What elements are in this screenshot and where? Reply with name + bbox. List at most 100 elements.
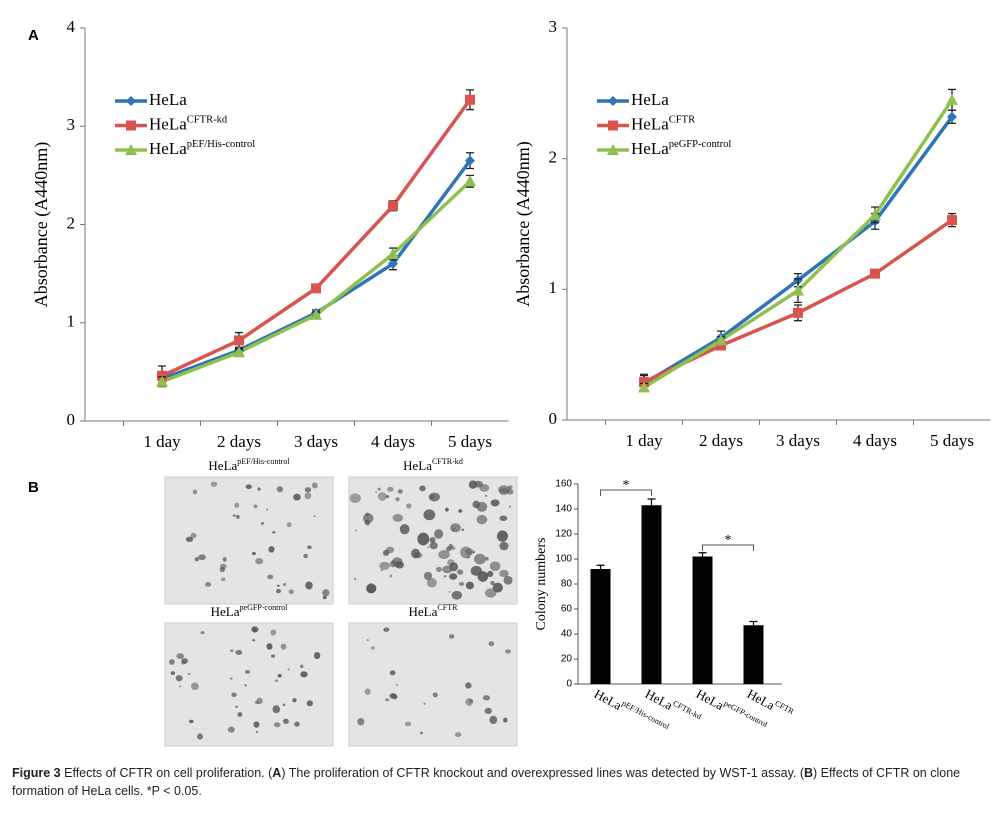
colony: [420, 731, 423, 735]
colony: [454, 732, 462, 738]
colony: [429, 541, 438, 550]
marker: [234, 335, 244, 346]
colony: [477, 571, 489, 582]
colony: [169, 659, 175, 665]
error-bar: [596, 564, 605, 569]
colony: [313, 652, 321, 659]
marker: [310, 308, 322, 320]
colony: [229, 677, 233, 680]
marker: [233, 346, 245, 358]
colony: [389, 560, 397, 568]
image-label: HeLaCFTR: [408, 603, 458, 619]
colony: [287, 668, 290, 671]
colony: [370, 646, 375, 650]
colony: [307, 545, 312, 550]
colony: [404, 721, 412, 727]
legend-label: HeLapeGFP-control: [631, 139, 731, 158]
colony: [382, 549, 390, 556]
x-tick-label: 4 days: [853, 431, 897, 450]
marker: [387, 247, 399, 259]
x-tick-label: 1 day: [143, 432, 181, 451]
marker: [793, 307, 803, 318]
panel-label: A: [28, 27, 39, 44]
colony: [229, 649, 234, 653]
image-label-base: HeLa: [408, 604, 437, 619]
colony: [349, 493, 361, 503]
x-tick-label-base: HeLa: [745, 686, 778, 713]
legend-label-sup: pEF/His-control: [187, 139, 256, 150]
figure: A B 0 1 2 3 4 1 day 2 days 3 days 4 days 5 days Ab…: [28, 17, 991, 747]
caption-text: B: [804, 766, 814, 780]
colony: [375, 491, 378, 494]
colony: [451, 546, 456, 551]
marker: [716, 340, 726, 351]
image-label-base: HeLa: [211, 604, 240, 619]
colony: [237, 712, 243, 717]
y-tick-label: 60: [561, 604, 573, 615]
significance-label: *: [725, 533, 732, 548]
marker: [465, 94, 475, 105]
colony: [270, 629, 277, 636]
x-tick-label: 5 days: [930, 431, 974, 450]
colony: [443, 575, 447, 578]
colony: [176, 653, 185, 660]
colony: [446, 546, 452, 552]
image-label-base: HeLa: [403, 458, 432, 473]
image-label-sup: peGFP-control: [240, 603, 289, 612]
marker: [792, 284, 804, 296]
colony: [191, 682, 199, 690]
colony: [423, 571, 433, 581]
colony: [449, 573, 458, 580]
colony: [444, 507, 449, 512]
colony: [234, 502, 240, 508]
colony: [427, 546, 430, 549]
colony: [266, 508, 269, 511]
colony: [499, 541, 509, 551]
legend-label-base: HeLa: [149, 114, 187, 133]
legend-marker: [608, 96, 618, 106]
colony: [194, 557, 200, 562]
colony: [200, 631, 205, 635]
colony: [294, 721, 300, 727]
colony: [397, 489, 403, 494]
colony: [434, 529, 444, 539]
colony: [364, 688, 371, 695]
colony: [322, 595, 327, 600]
colony: [244, 684, 248, 687]
legend-label-sup: CFTR-kd: [187, 114, 228, 125]
micrograph: [164, 622, 334, 747]
significance-bracket: [702, 544, 754, 551]
marker: [388, 200, 398, 211]
legend-label: HeLapEF/His-control: [149, 139, 255, 158]
colony: [389, 574, 393, 578]
colony: [395, 497, 400, 502]
colony: [220, 563, 227, 570]
bar: [641, 505, 662, 684]
image-label: HeLaCFTR-kd: [403, 457, 463, 473]
y-tick-label: 3: [549, 17, 558, 36]
colony: [413, 552, 423, 559]
y-tick-label: 4: [67, 17, 76, 36]
colony: [190, 532, 197, 539]
colony: [235, 649, 243, 655]
caption-text: A: [272, 766, 282, 780]
colony: [476, 514, 488, 525]
colony: [170, 671, 176, 675]
colony: [257, 487, 261, 491]
colony: [489, 561, 501, 572]
colony: [503, 717, 508, 723]
colony: [395, 561, 404, 569]
bar: [692, 556, 713, 684]
significance-label: *: [623, 478, 630, 493]
legend-label-base: HeLa: [149, 90, 187, 109]
colony: [198, 554, 206, 561]
colony: [379, 561, 390, 570]
colony: [490, 580, 495, 586]
colony: [496, 530, 508, 542]
colony: [304, 492, 312, 500]
colony: [222, 557, 227, 562]
colony: [383, 627, 390, 632]
x-tick-label: 3 days: [294, 432, 338, 451]
colony: [458, 509, 463, 513]
